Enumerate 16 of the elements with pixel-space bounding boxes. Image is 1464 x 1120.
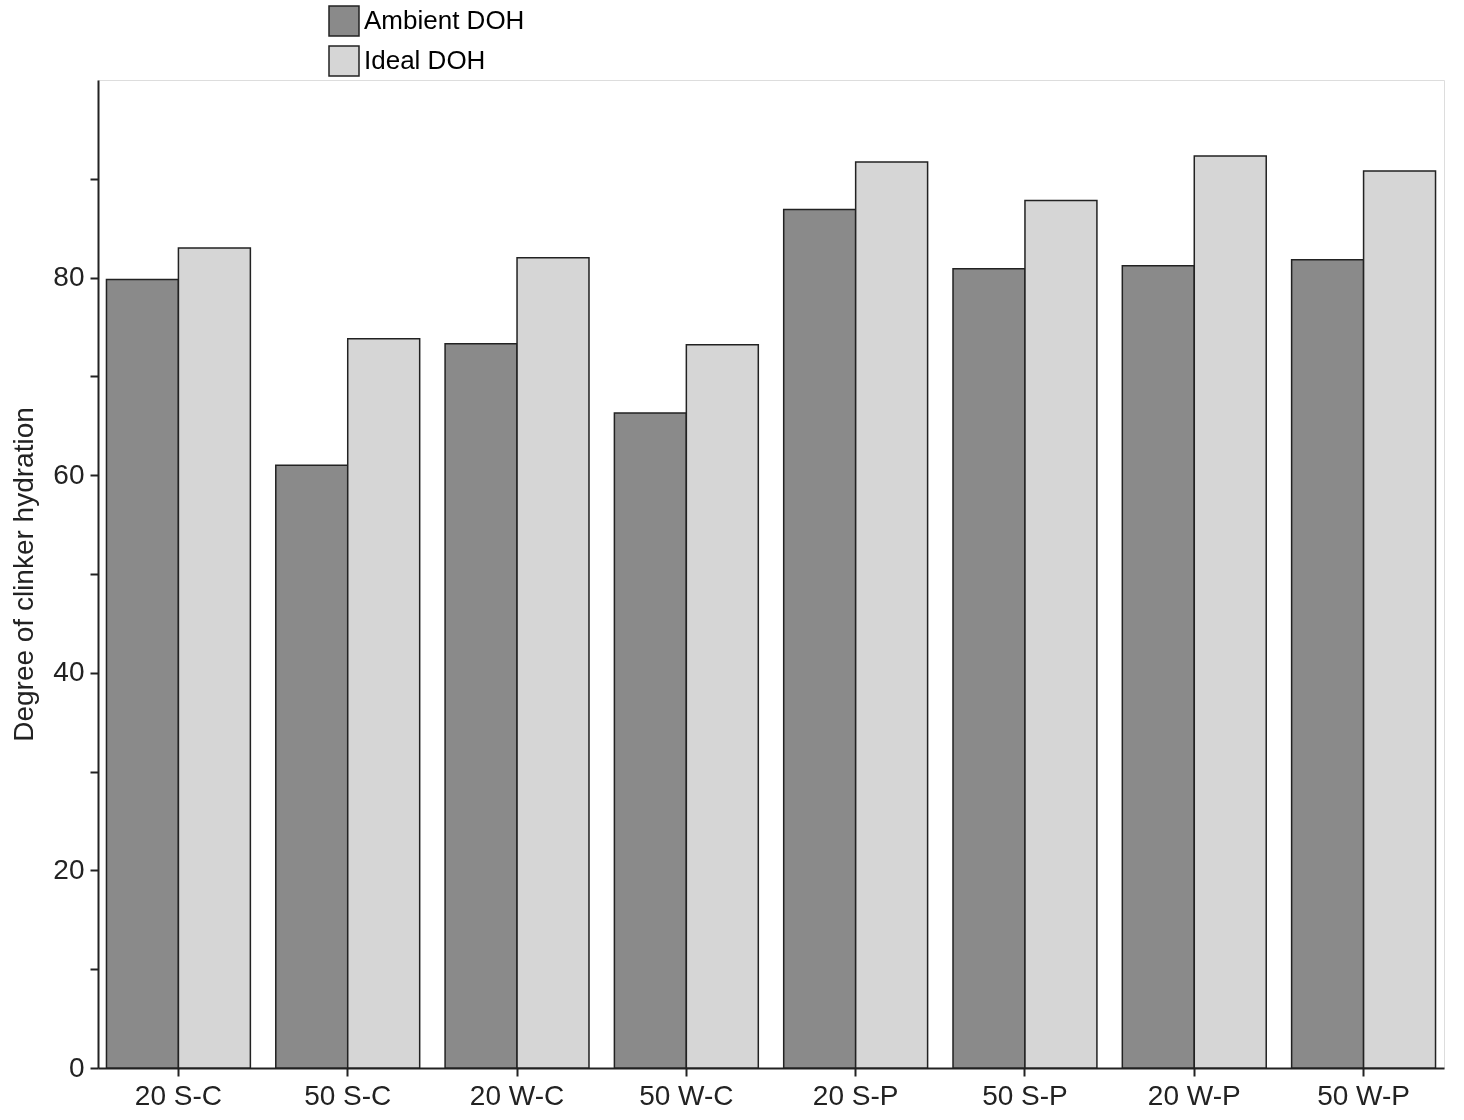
x-tick-label: 20 S-C bbox=[134, 1079, 222, 1111]
x-tick-label: 50 S-P bbox=[982, 1079, 1068, 1111]
y-tick-label: 80 bbox=[53, 261, 85, 293]
x-tick-label: 20 S-P bbox=[812, 1079, 899, 1111]
legend-label: Ideal DOH bbox=[364, 45, 486, 75]
y-tick-label: 0 bbox=[68, 1051, 85, 1083]
y-tick-label: 40 bbox=[53, 656, 85, 688]
x-tick-label: 20 W-C bbox=[469, 1079, 565, 1111]
y-tick-label: 60 bbox=[53, 458, 85, 490]
x-tick-label: 20 W-P bbox=[1147, 1079, 1241, 1111]
x-tick-label: 50 W-C bbox=[639, 1079, 734, 1111]
x-tick-label: 50 S-C bbox=[304, 1079, 392, 1111]
y-axis-title: Degree of clinker hydration bbox=[8, 407, 40, 742]
y-tick-label: 20 bbox=[53, 853, 85, 885]
legend-label: Ambient DOH bbox=[364, 5, 525, 35]
x-tick-label: 50 W-P bbox=[1317, 1079, 1411, 1111]
